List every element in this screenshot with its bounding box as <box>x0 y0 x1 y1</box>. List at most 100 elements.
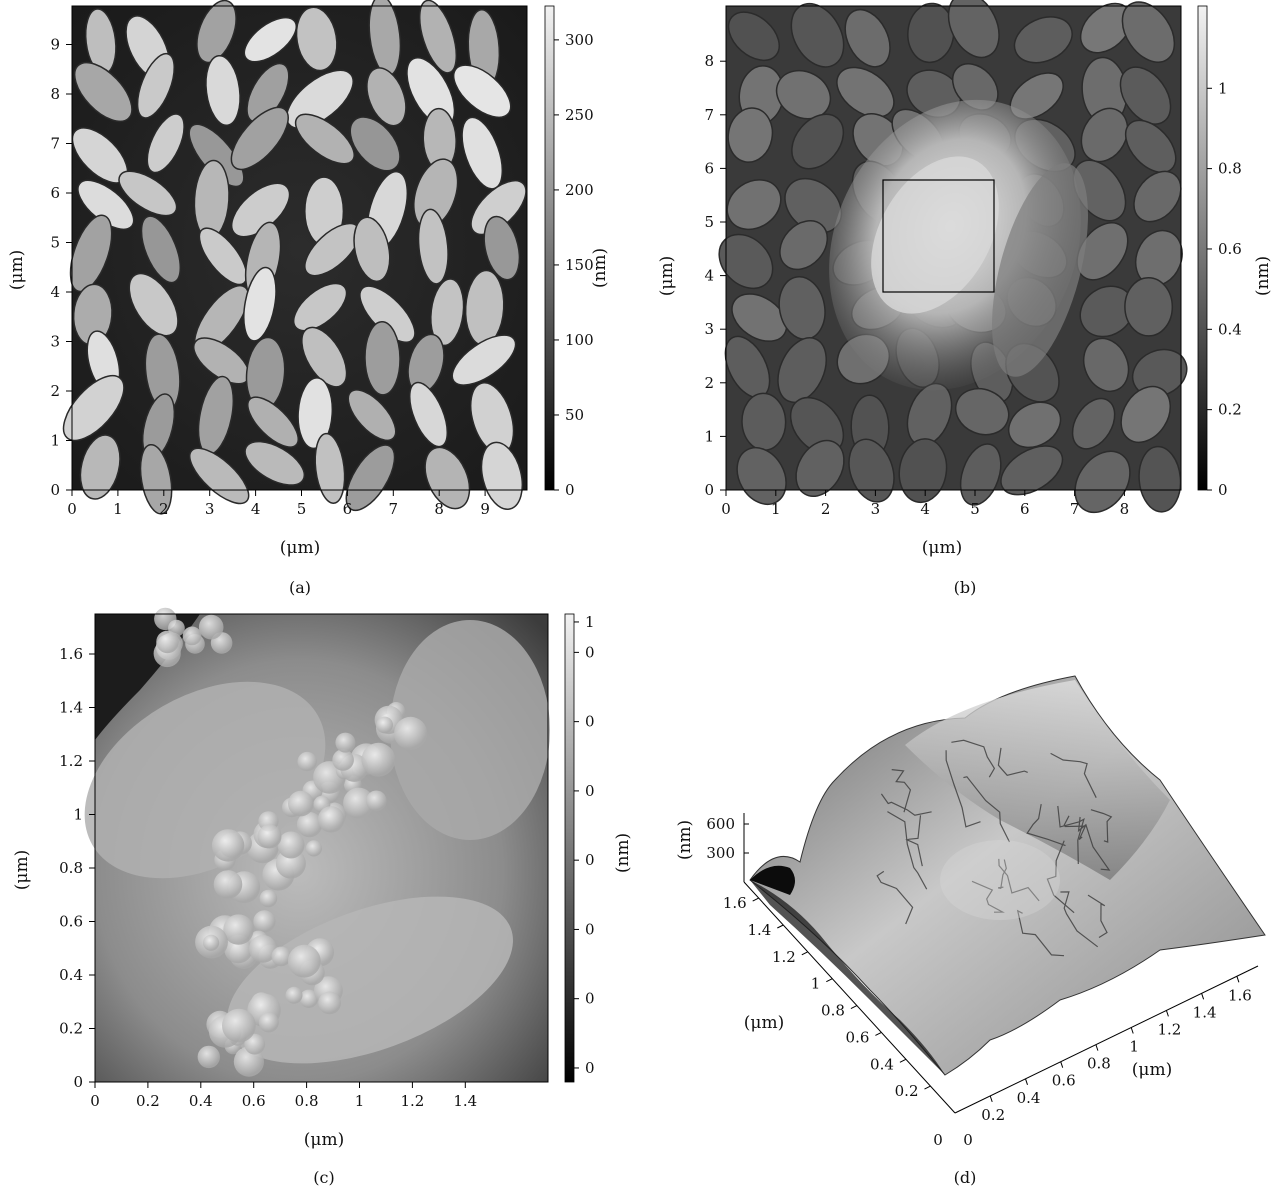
granule <box>394 716 428 751</box>
y-tick-label: 9 <box>50 36 60 54</box>
bacterium-cell <box>112 163 184 225</box>
bacterium-cell <box>947 0 1000 59</box>
x-tick-label: 4 <box>920 500 930 518</box>
x-tick-label: 1 <box>771 500 781 518</box>
bacterium-cell <box>349 214 395 285</box>
left-axis-tick-label: 1.4 <box>747 921 771 939</box>
left-axis-tick-mark <box>752 897 759 902</box>
x-tick-label: 8 <box>434 500 444 518</box>
bacterium-cell <box>795 439 845 497</box>
plot-frame-a <box>71 5 528 491</box>
bacterium-cell <box>718 233 774 290</box>
x-tick-label: 3 <box>871 500 881 518</box>
x-tick-label: 0.4 <box>189 1092 213 1110</box>
bacterium-cell <box>238 433 311 494</box>
bacterium-cell <box>74 431 126 503</box>
colorbar-a <box>544 5 555 491</box>
x-tick-label: 0.8 <box>295 1092 319 1110</box>
y-axis-label-c: (μm) <box>12 850 32 890</box>
surface-ridge <box>1060 891 1099 948</box>
plot-frame-c <box>94 613 549 1083</box>
y-tick-label: 1 <box>73 806 83 824</box>
surface-ridge <box>1050 752 1097 798</box>
bacterium-cell <box>416 441 478 516</box>
bacterium-cell <box>848 438 895 503</box>
bacterium-cell <box>445 56 520 127</box>
bacterium-cell <box>359 62 413 131</box>
bacterium-cell <box>286 275 355 340</box>
bacterium-cell <box>727 107 774 163</box>
left-axis-tick-mark <box>924 1085 931 1090</box>
surface-ridge <box>1026 803 1066 847</box>
x-tick-label: 6 <box>343 500 353 518</box>
bacterium-cell <box>1080 107 1129 163</box>
granule <box>211 829 245 862</box>
y-tick-label: 0.6 <box>59 913 83 931</box>
granule <box>366 790 387 812</box>
right-axis-tick-mark <box>1025 1078 1028 1085</box>
surface-ridge <box>997 747 1028 776</box>
granule <box>287 944 321 978</box>
right-axis-tick-mark <box>1130 1027 1134 1034</box>
bacterium-cell <box>1000 445 1064 496</box>
right-axis-tick-mark <box>1236 976 1240 983</box>
granule <box>253 910 276 933</box>
bacterium-cell <box>292 4 342 74</box>
z-axis-d <box>743 813 749 882</box>
bacterium-cell <box>237 9 304 70</box>
bacterium-cell <box>444 326 523 395</box>
y-tick-label: 0.4 <box>59 966 83 984</box>
granule <box>277 831 305 859</box>
bacterium-cell <box>1007 401 1062 449</box>
y-tick-label: 8 <box>704 52 714 70</box>
left-base-axis-d <box>743 881 956 1114</box>
granule <box>296 812 323 838</box>
right-axis-tick-mark <box>1201 993 1205 1000</box>
colorbar-label-b: (nm) <box>1253 256 1273 296</box>
y-axis-label-a: (μm) <box>7 250 27 290</box>
colorbar-tick-label: 0 <box>1218 481 1228 499</box>
panel-d: 60030000.20.40.60.811.21.41.600.20.40.60… <box>675 675 1266 1187</box>
granule <box>317 806 345 833</box>
colorbar-tick-label: 0 <box>585 1059 595 1077</box>
granule <box>288 790 314 817</box>
x-tick-label: 0 <box>90 1092 100 1110</box>
surface-ridge <box>1077 816 1111 871</box>
x-tick-label: 7 <box>389 500 399 518</box>
bacterium-cell <box>726 179 782 231</box>
left-axis-tick-label: 0.8 <box>821 1002 845 1020</box>
colorbar-tick-label: 1 <box>585 613 595 631</box>
x-tick-label: 1 <box>355 1092 365 1110</box>
x-tick-label: 4 <box>251 500 261 518</box>
afm-image-a <box>53 0 527 518</box>
y-tick-label: 1 <box>50 432 60 450</box>
bacterium-cell <box>293 320 356 394</box>
bacterium-cell <box>954 387 1010 436</box>
colorbar-tick-label: 0 <box>585 920 595 938</box>
y-tick-label: 0 <box>50 481 60 499</box>
x-axis-label-b: (μm) <box>922 538 962 558</box>
left-axis-tick-mark <box>875 1031 882 1036</box>
z-tick-label: 600 <box>706 815 735 833</box>
bacterium-cell <box>189 0 244 68</box>
granule <box>299 989 318 1008</box>
surface-ridge <box>1016 909 1065 957</box>
surface-ridge <box>971 880 1005 913</box>
caption-c: (c) <box>313 1168 334 1187</box>
bacterium-cell <box>844 8 891 68</box>
granule <box>332 749 354 771</box>
bacterium-cell <box>62 210 120 296</box>
bacterium-cell <box>133 211 188 288</box>
x-tick-label: 7 <box>1070 500 1080 518</box>
right-axis-tick-mark <box>989 1095 993 1103</box>
y-tick-label: 0.8 <box>59 859 83 877</box>
left-axis-tick-mark <box>801 951 809 956</box>
bacterium-cell <box>731 293 788 342</box>
x-tick-label: 1 <box>113 500 123 518</box>
z-tick-label: 300 <box>706 844 735 862</box>
surface-ridge <box>876 870 914 925</box>
colorbar-tick-label: 150 <box>565 256 594 274</box>
y-tick-label: 7 <box>704 106 714 124</box>
granule <box>335 732 356 753</box>
surface-ridge <box>1057 805 1085 865</box>
